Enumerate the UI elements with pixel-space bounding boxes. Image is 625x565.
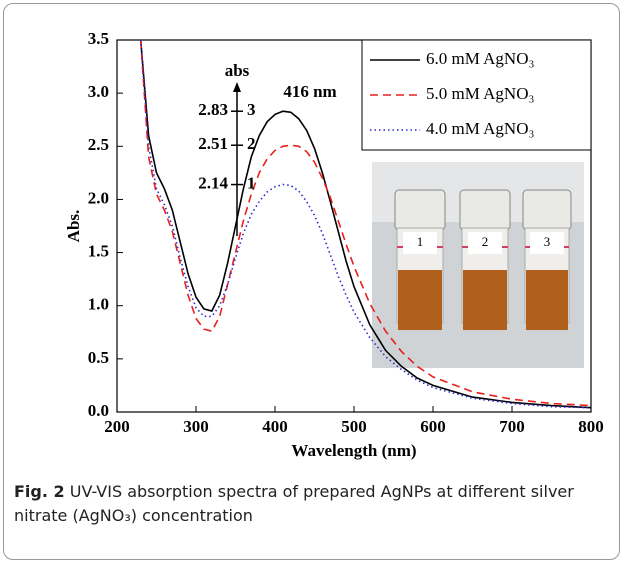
page: Abs. Wavelength (nm) 416 nm 0.00.51.01.5… xyxy=(0,0,625,565)
x-tick-label: 600 xyxy=(420,417,446,436)
caption-label: Fig. 2 xyxy=(14,482,65,501)
inset-arrow xyxy=(233,82,241,92)
caption-text: UV-VIS absorption spectra of prepared Ag… xyxy=(14,482,574,525)
x-tick-label: 200 xyxy=(104,417,130,436)
photo-label: 3 xyxy=(544,234,551,249)
y-tick-label: 2.5 xyxy=(88,135,109,154)
photo-label: 1 xyxy=(417,234,424,249)
inset-title: abs xyxy=(225,61,250,80)
peak-label: 416 nm xyxy=(283,82,336,101)
inset-value: 2.51 xyxy=(198,134,228,153)
y-tick-label: 3.5 xyxy=(88,29,109,48)
y-axis-label: Abs. xyxy=(64,210,83,243)
inset-value: 2.14 xyxy=(198,173,228,192)
inset-label: 2 xyxy=(247,134,256,153)
x-axis-label: Wavelength (nm) xyxy=(291,441,416,460)
y-tick-label: 3.0 xyxy=(88,82,109,101)
x-tick-label: 400 xyxy=(262,417,288,436)
y-tick-label: 0.5 xyxy=(88,348,109,367)
legend-label: 4.0 mM AgNO₃ xyxy=(426,119,534,138)
y-tick-label: 2.0 xyxy=(88,188,109,207)
photo-label: 2 xyxy=(482,234,489,249)
x-tick-label: 300 xyxy=(183,417,209,436)
y-tick-label: 1.0 xyxy=(88,295,109,314)
chart: Abs. Wavelength (nm) 416 nm 0.00.51.01.5… xyxy=(0,0,625,475)
y-tick-label: 1.5 xyxy=(88,241,109,260)
inset-value: 2.83 xyxy=(198,100,228,119)
inset-label: 3 xyxy=(247,100,256,119)
x-tick-label: 700 xyxy=(499,417,525,436)
legend-label: 5.0 mM AgNO₃ xyxy=(426,84,534,103)
x-tick-label: 500 xyxy=(341,417,367,436)
photo xyxy=(372,162,584,368)
x-tick-label: 800 xyxy=(578,417,604,436)
caption: Fig. 2 UV-VIS absorption spectra of prep… xyxy=(14,480,604,528)
inset-label: 1 xyxy=(247,173,256,192)
legend-label: 6.0 mM AgNO₃ xyxy=(426,49,534,68)
